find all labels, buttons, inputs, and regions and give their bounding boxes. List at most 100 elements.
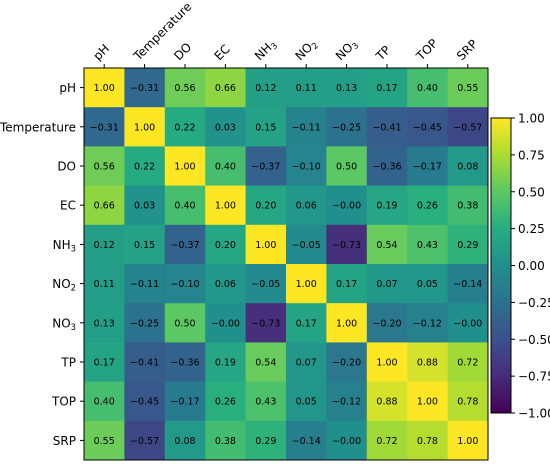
cell-value-label: 1.00 (94, 83, 115, 94)
cell-value-label: 0.43 (417, 240, 438, 251)
cell-value-label: 1.00 (336, 318, 357, 329)
heatmap-cell (447, 107, 489, 147)
y-tick-label: pH (59, 81, 76, 95)
cell-value-label: −0.45 (413, 122, 442, 133)
heatmap-cell (205, 381, 247, 422)
cell-value-label: 1.00 (174, 162, 195, 173)
heatmap-cell (124, 107, 166, 147)
y-tick-label: NO2​ (52, 277, 76, 293)
heatmap-cell (286, 68, 327, 108)
heatmap-cell (326, 381, 368, 422)
cell-value-label: −0.14 (453, 279, 482, 290)
cell-value-label: −0.20 (332, 358, 361, 369)
cell-value-label: −0.37 (170, 240, 199, 251)
heatmap-cell (84, 224, 125, 265)
cell-value-label: 0.40 (417, 83, 438, 94)
heatmap-cell (245, 224, 287, 265)
heatmap-cell (124, 224, 166, 265)
cell-value-label: 0.26 (417, 201, 438, 212)
heatmap-cell (407, 381, 449, 422)
heatmap-cell (326, 342, 368, 383)
colorbar-tick-label: −0.25 (518, 296, 550, 310)
x-tick-label: NO3​ (333, 36, 361, 64)
cell-value-label: 1.00 (376, 358, 397, 369)
cell-value-label: 0.26 (215, 397, 236, 408)
cell-value-label: 0.06 (296, 201, 317, 212)
cell-value-label: −0.05 (251, 279, 280, 290)
heatmap-cell (164, 146, 206, 187)
cell-value-label: 0.13 (94, 318, 115, 329)
heatmap-cell (407, 224, 449, 265)
cell-value-label: 0.38 (215, 436, 236, 447)
y-tick-label: TOP (51, 395, 76, 409)
heatmap-cell (447, 224, 489, 265)
cell-value-label: 0.12 (94, 240, 115, 251)
cell-value-label: −0.31 (130, 83, 159, 94)
heatmap-cell (286, 146, 327, 187)
heatmap-cell (124, 264, 166, 304)
heatmap-cell (326, 68, 368, 108)
heatmap-cell (205, 342, 247, 383)
cell-value-label: 0.03 (215, 122, 236, 133)
cell-value-label: −0.12 (413, 318, 442, 329)
heatmap-cell (326, 146, 368, 187)
x-tick-label: DO (171, 40, 194, 63)
cell-value-label: −0.17 (170, 397, 199, 408)
cell-value-label: 0.55 (457, 83, 478, 94)
heatmap-cell (205, 224, 247, 265)
heatmap-cell (124, 303, 166, 343)
cell-value-label: 0.06 (215, 279, 236, 290)
heatmap-cell (326, 224, 368, 265)
heatmap-cell (366, 342, 408, 383)
heatmap-cell (84, 420, 125, 461)
cell-value-label: 1.00 (417, 397, 438, 408)
colorbar-tick-label: −1.00 (518, 407, 550, 421)
heatmap-cell (164, 185, 206, 226)
heatmap-cell (366, 68, 408, 108)
cell-value-label: 0.22 (134, 162, 155, 173)
cell-value-label: 0.17 (94, 358, 115, 369)
heatmap-cell (447, 342, 489, 383)
colorbar-tick-labels: 1.00 0.75 0.50 0.25 0.00 −0.25 −0.50 −0.75 −1.00 (511, 112, 550, 421)
colorbar-tick-label: 1.00 (518, 112, 545, 126)
heatmap-cell (164, 68, 206, 108)
cell-value-label: 0.40 (215, 162, 236, 173)
heatmap-cell (84, 185, 125, 226)
cell-value-label: 0.20 (255, 201, 276, 212)
cell-value-label: 0.66 (215, 83, 236, 94)
cell-value-label: −0.25 (130, 318, 159, 329)
heatmap-cell (164, 264, 206, 304)
heatmap-cell (447, 420, 489, 461)
heatmap-cell-labels: 1.00 −0.31 0.56 0.66 0.12 0.11 0.13 0.17 0.40 0.5… (90, 83, 483, 447)
heatmap-cell (164, 342, 206, 383)
cell-value-label: −0.10 (170, 279, 199, 290)
heatmap-cell (124, 342, 166, 383)
heatmap-cell (407, 303, 449, 343)
heatmap-cell (326, 420, 368, 461)
heatmap-cell (447, 381, 489, 422)
heatmap-cell (124, 420, 166, 461)
cell-value-label: −0.25 (332, 122, 361, 133)
cell-value-label: 0.54 (255, 358, 276, 369)
cell-value-label: −0.14 (292, 436, 321, 447)
heatmap-cell (447, 146, 489, 187)
heatmap-cell (326, 264, 368, 304)
heatmap-cell (124, 381, 166, 422)
cell-value-label: 0.72 (376, 436, 397, 447)
heatmap-cell (366, 303, 408, 343)
x-tick-label: NH3​ (252, 37, 279, 64)
heatmap-cell (286, 381, 327, 422)
cell-value-label: −0.73 (332, 240, 361, 251)
cell-value-label: 0.78 (457, 397, 478, 408)
y-tick-label: DO (57, 160, 76, 174)
cell-value-label: 0.40 (174, 201, 195, 212)
cell-value-label: 1.00 (134, 122, 155, 133)
heatmap-cell (205, 185, 247, 226)
cell-value-label: 0.88 (417, 358, 438, 369)
x-tick-label: SRP (454, 37, 480, 63)
heatmap-cell (205, 264, 247, 304)
cell-value-label: −0.36 (372, 162, 401, 173)
cell-value-label: 0.29 (255, 436, 276, 447)
heatmap-frame (83, 67, 489, 461)
